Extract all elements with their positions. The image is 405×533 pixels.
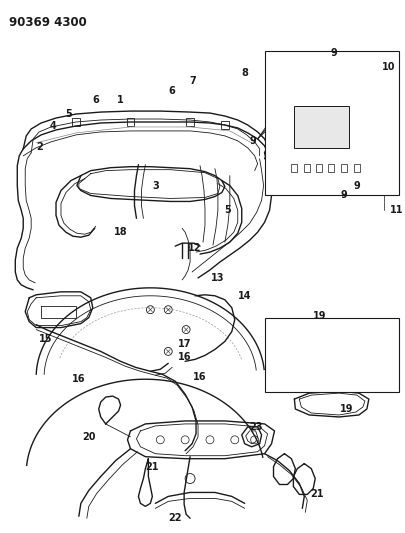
Bar (264, 318, 398, 392)
Bar (291, 164, 296, 172)
Text: 6: 6 (168, 86, 175, 96)
Text: 11: 11 (389, 205, 403, 215)
Bar (126, 118, 134, 126)
Text: 18: 18 (113, 227, 127, 237)
Text: 9: 9 (249, 136, 256, 146)
Bar (315, 164, 322, 172)
Text: 3: 3 (151, 181, 158, 191)
Bar (353, 164, 359, 172)
Circle shape (335, 60, 342, 67)
Text: 9: 9 (330, 49, 337, 59)
Bar (304, 164, 309, 172)
Text: 21: 21 (145, 462, 159, 472)
Text: 17: 17 (178, 340, 192, 350)
Text: 15: 15 (39, 335, 53, 344)
Text: 16: 16 (178, 352, 192, 362)
Text: 23: 23 (248, 422, 262, 432)
Text: 90369 4300: 90369 4300 (9, 16, 87, 29)
Text: 9: 9 (340, 190, 347, 200)
Text: 7: 7 (189, 76, 196, 86)
Bar (220, 121, 228, 129)
Text: 16: 16 (193, 372, 206, 382)
Text: 12: 12 (188, 243, 201, 253)
Text: 1: 1 (117, 95, 124, 105)
Bar (294, 106, 348, 148)
Text: 5: 5 (224, 205, 230, 215)
Bar (185, 118, 194, 126)
Bar (327, 164, 333, 172)
Text: 6: 6 (92, 95, 99, 105)
Text: 16: 16 (72, 374, 85, 384)
Text: 8: 8 (241, 68, 247, 78)
Text: 21: 21 (310, 489, 323, 499)
Circle shape (343, 60, 350, 67)
Text: 9: 9 (353, 181, 359, 191)
Text: 22: 22 (168, 513, 181, 523)
Text: 4: 4 (49, 121, 56, 131)
Bar (72, 118, 80, 126)
Bar (264, 52, 398, 196)
Text: 13: 13 (211, 273, 224, 283)
Bar (340, 164, 346, 172)
Text: 2: 2 (36, 142, 43, 152)
Text: 19: 19 (339, 404, 353, 414)
Text: 14: 14 (237, 291, 251, 301)
Text: 10: 10 (381, 62, 394, 72)
Text: 19: 19 (312, 311, 325, 321)
Text: 5: 5 (65, 109, 72, 119)
Text: 20: 20 (82, 432, 95, 442)
